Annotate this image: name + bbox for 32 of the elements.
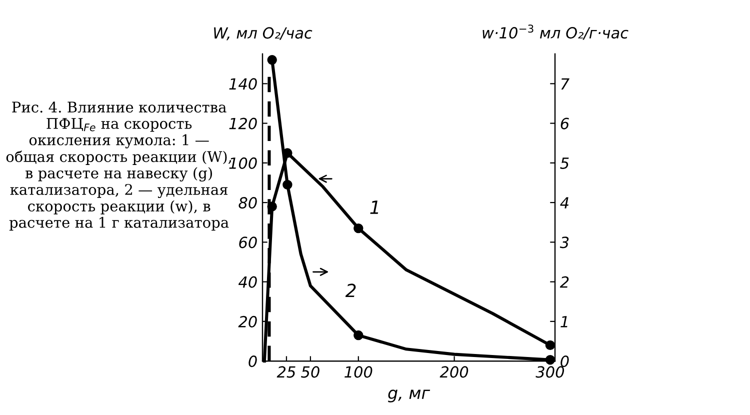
x-axis-title: g, мг bbox=[388, 390, 430, 402]
y2-tick-label: 7 bbox=[561, 78, 570, 90]
y-tick-label: 100 bbox=[229, 157, 257, 169]
y2-tick-label: 2 bbox=[560, 276, 569, 288]
annotation: 2 bbox=[345, 284, 356, 298]
y-tick-label: 120 bbox=[229, 118, 257, 130]
y2-tick-label: 0 bbox=[560, 356, 569, 368]
point bbox=[282, 180, 292, 190]
x-tick-label: 200 bbox=[440, 366, 468, 378]
x-tick-label: 50 bbox=[301, 366, 320, 378]
y-tick-label: 140 bbox=[229, 78, 257, 90]
y2-tick-label: 4 bbox=[560, 197, 568, 208]
x-tick-label: 25 bbox=[276, 366, 296, 378]
y2-axis-title: w·10$^{−3}$ мл O₂/г·час bbox=[482, 24, 628, 40]
y2-tick-label: 3 bbox=[560, 236, 569, 248]
y2-tick-label: 6 bbox=[560, 118, 569, 130]
x-tick-label: 100 bbox=[344, 366, 372, 378]
y-tick-label: 80 bbox=[238, 197, 257, 209]
point bbox=[267, 55, 277, 65]
point bbox=[545, 340, 556, 350]
y2-tick-label: 5 bbox=[560, 158, 569, 169]
annotation: 1 bbox=[370, 200, 378, 214]
point bbox=[354, 330, 364, 340]
point bbox=[267, 202, 277, 212]
y-tick-label: 20 bbox=[238, 316, 257, 328]
y-tick-label: 40 bbox=[238, 276, 257, 288]
x-tick-label: 300 bbox=[536, 366, 564, 378]
y-tick-label: 60 bbox=[239, 236, 257, 248]
y-tick-label: 0 bbox=[248, 356, 257, 368]
y-axis-title: W, мл O₂/час bbox=[214, 27, 312, 40]
point bbox=[354, 223, 364, 234]
y2-tick-label: 1 bbox=[560, 316, 568, 328]
